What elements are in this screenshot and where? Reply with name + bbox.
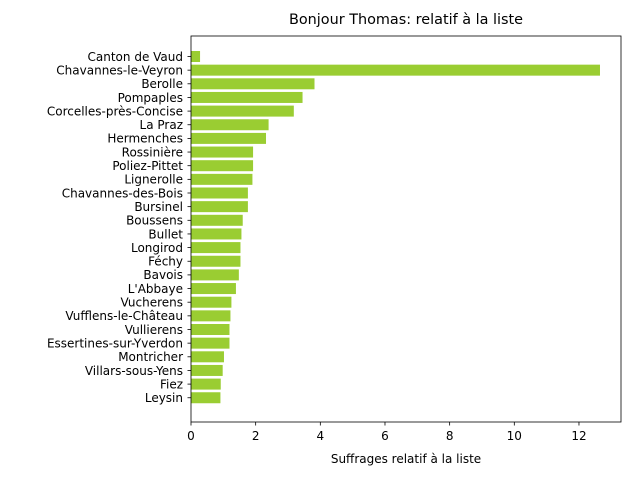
bar bbox=[191, 269, 239, 281]
bar bbox=[191, 324, 230, 335]
bar bbox=[191, 242, 241, 254]
x-ticks-layer: 0 2 4 6 8 10 12 bbox=[187, 422, 587, 443]
y-tick-label: Vucherens bbox=[121, 296, 184, 310]
bar bbox=[191, 364, 223, 376]
y-tick-label: Chavannes-des-Bois bbox=[62, 186, 183, 200]
y-tick-label: Canton de Vaud bbox=[88, 50, 183, 64]
y-tick-label: Fiez bbox=[160, 377, 183, 391]
y-ticks-layer: Canton de VaudChavannes-le-VeyronBerolle… bbox=[47, 50, 191, 405]
bar bbox=[191, 283, 236, 295]
bar bbox=[191, 255, 241, 267]
y-tick-label: Rossinière bbox=[122, 145, 183, 159]
y-tick-label: Corcelles-près-Concise bbox=[47, 104, 183, 118]
chart-title: Bonjour Thomas: relatif à la liste bbox=[289, 12, 523, 28]
bar bbox=[191, 105, 294, 117]
bar bbox=[191, 119, 269, 131]
bar bbox=[191, 228, 242, 240]
bar bbox=[191, 310, 231, 322]
y-tick-label: L'Abbaye bbox=[128, 282, 183, 296]
y-tick-label: Bavois bbox=[143, 268, 183, 282]
y-tick-label: Hermenches bbox=[107, 132, 183, 146]
x-tick-label: 6 bbox=[381, 429, 389, 443]
y-tick-label: Féchy bbox=[148, 255, 183, 269]
y-tick-label: La Praz bbox=[140, 118, 183, 132]
y-tick-label: Vufflens-le-Château bbox=[65, 309, 183, 323]
y-tick-label: Lignerolle bbox=[124, 173, 183, 187]
y-tick-label: Vullierens bbox=[125, 323, 183, 337]
bar bbox=[191, 378, 221, 390]
y-tick-label: Bursinel bbox=[134, 200, 183, 214]
bar bbox=[191, 173, 253, 185]
x-tick-label: 2 bbox=[252, 429, 260, 443]
plot-frame bbox=[190, 35, 622, 423]
axes-layer bbox=[190, 35, 622, 423]
x-tick-label: 10 bbox=[507, 429, 522, 443]
bar bbox=[191, 214, 243, 226]
bar bbox=[191, 146, 254, 158]
bar bbox=[191, 51, 201, 62]
bar bbox=[191, 132, 267, 144]
y-tick-label: Longirod bbox=[131, 241, 183, 255]
y-tick-label: Montricher bbox=[118, 350, 183, 364]
bars-layer bbox=[191, 51, 600, 404]
x-tick-label: 8 bbox=[446, 429, 454, 443]
y-tick-label: Poliez-Pittet bbox=[112, 159, 183, 173]
bar bbox=[191, 296, 232, 308]
y-tick-label: Pompaples bbox=[118, 91, 183, 105]
x-tick-label: 12 bbox=[571, 429, 586, 443]
bar bbox=[191, 160, 254, 172]
x-tick-label: 4 bbox=[317, 429, 325, 443]
bar bbox=[191, 201, 248, 213]
y-tick-label: Berolle bbox=[141, 77, 183, 91]
bar bbox=[191, 351, 224, 363]
y-tick-label: Chavannes-le-Veyron bbox=[56, 63, 183, 77]
bar bbox=[191, 187, 248, 199]
y-tick-label: Boussens bbox=[126, 214, 183, 228]
x-tick-label: 0 bbox=[187, 429, 195, 443]
y-tick-label: Leysin bbox=[145, 391, 183, 405]
bar bbox=[191, 78, 315, 90]
y-tick-label: Villars-sous-Yens bbox=[85, 364, 183, 378]
bar bbox=[191, 337, 230, 349]
y-tick-label: Essertines-sur-Yverdon bbox=[47, 336, 183, 350]
bar bbox=[191, 392, 221, 404]
x-axis-label: Suffrages relatif à la liste bbox=[331, 452, 481, 466]
bar bbox=[191, 91, 303, 103]
bar bbox=[191, 64, 600, 76]
y-tick-label: Bullet bbox=[148, 227, 183, 241]
